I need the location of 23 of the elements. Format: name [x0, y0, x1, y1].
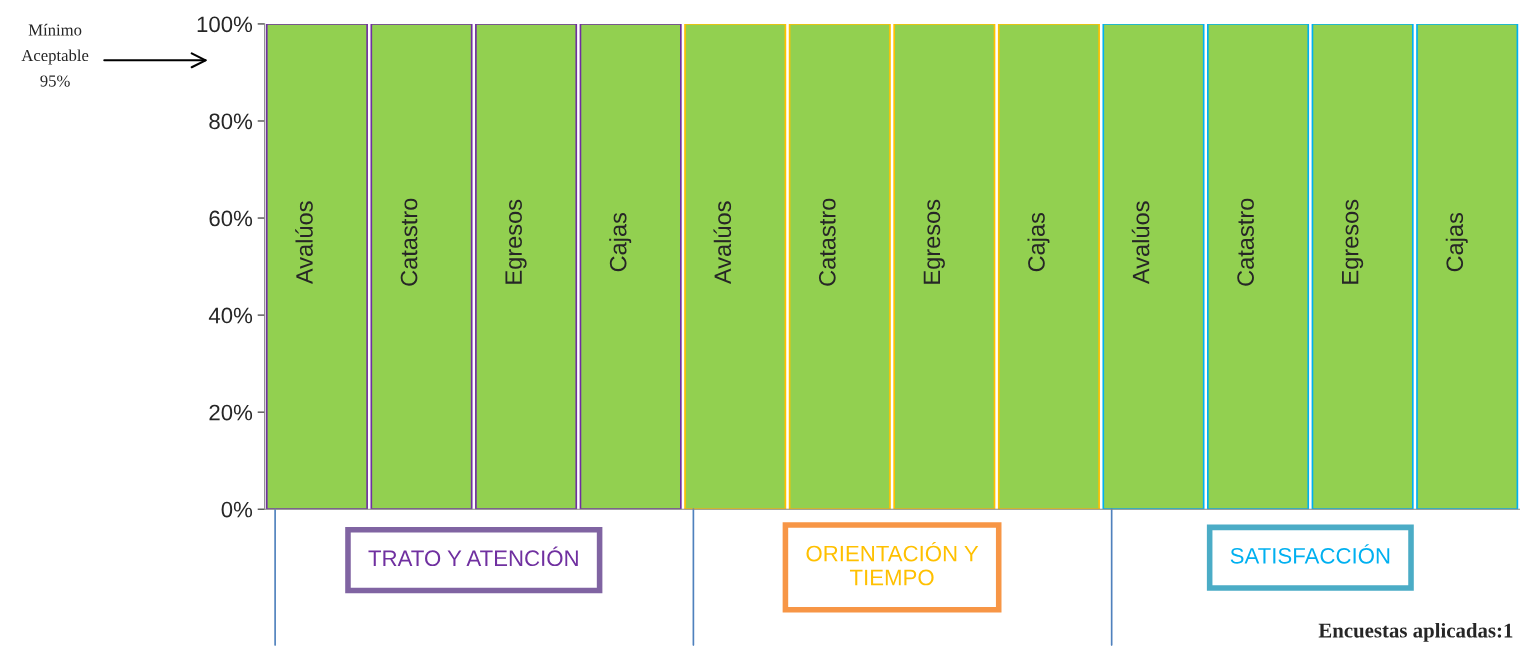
- x-tick-label: Egresos: [505, 199, 527, 284]
- x-tick-label: Catastro: [818, 198, 836, 286]
- x-tick-label: Egresos: [1342, 199, 1364, 284]
- text: ORIENTACIÓN Y TIEMPO: [806, 541, 979, 586]
- text: TRATO Y ATENCIÓN: [368, 546, 578, 567]
- x-tick-label: Cajas: [609, 212, 632, 272]
- x-tick-label: Avalúos: [713, 201, 732, 285]
- text: SATISFACCIÓN: [1230, 544, 1390, 564]
- y-tick-label: 60%: [209, 210, 253, 227]
- text: Encuestas aplicadas:1: [1318, 622, 1513, 642]
- x-tick-label: Catastro: [400, 198, 418, 286]
- y-tick-label: 80%: [209, 113, 253, 130]
- x-tick-label: Catastro: [1237, 198, 1254, 286]
- x-tick-label: Egresos: [923, 199, 945, 284]
- text: Mínimo Aceptable 95%: [21, 23, 89, 87]
- x-tick-label: Cajas: [1445, 212, 1468, 272]
- y-tick-label: 0%: [221, 501, 253, 518]
- x-tick-label: Cajas: [1027, 212, 1050, 272]
- y-tick-label: 100%: [197, 16, 253, 33]
- y-tick-label: 20%: [209, 404, 253, 421]
- x-tick-label: Avalúos: [1131, 201, 1150, 285]
- y-tick-label: 40%: [208, 307, 253, 324]
- x-tick-label: Avalúos: [295, 201, 313, 285]
